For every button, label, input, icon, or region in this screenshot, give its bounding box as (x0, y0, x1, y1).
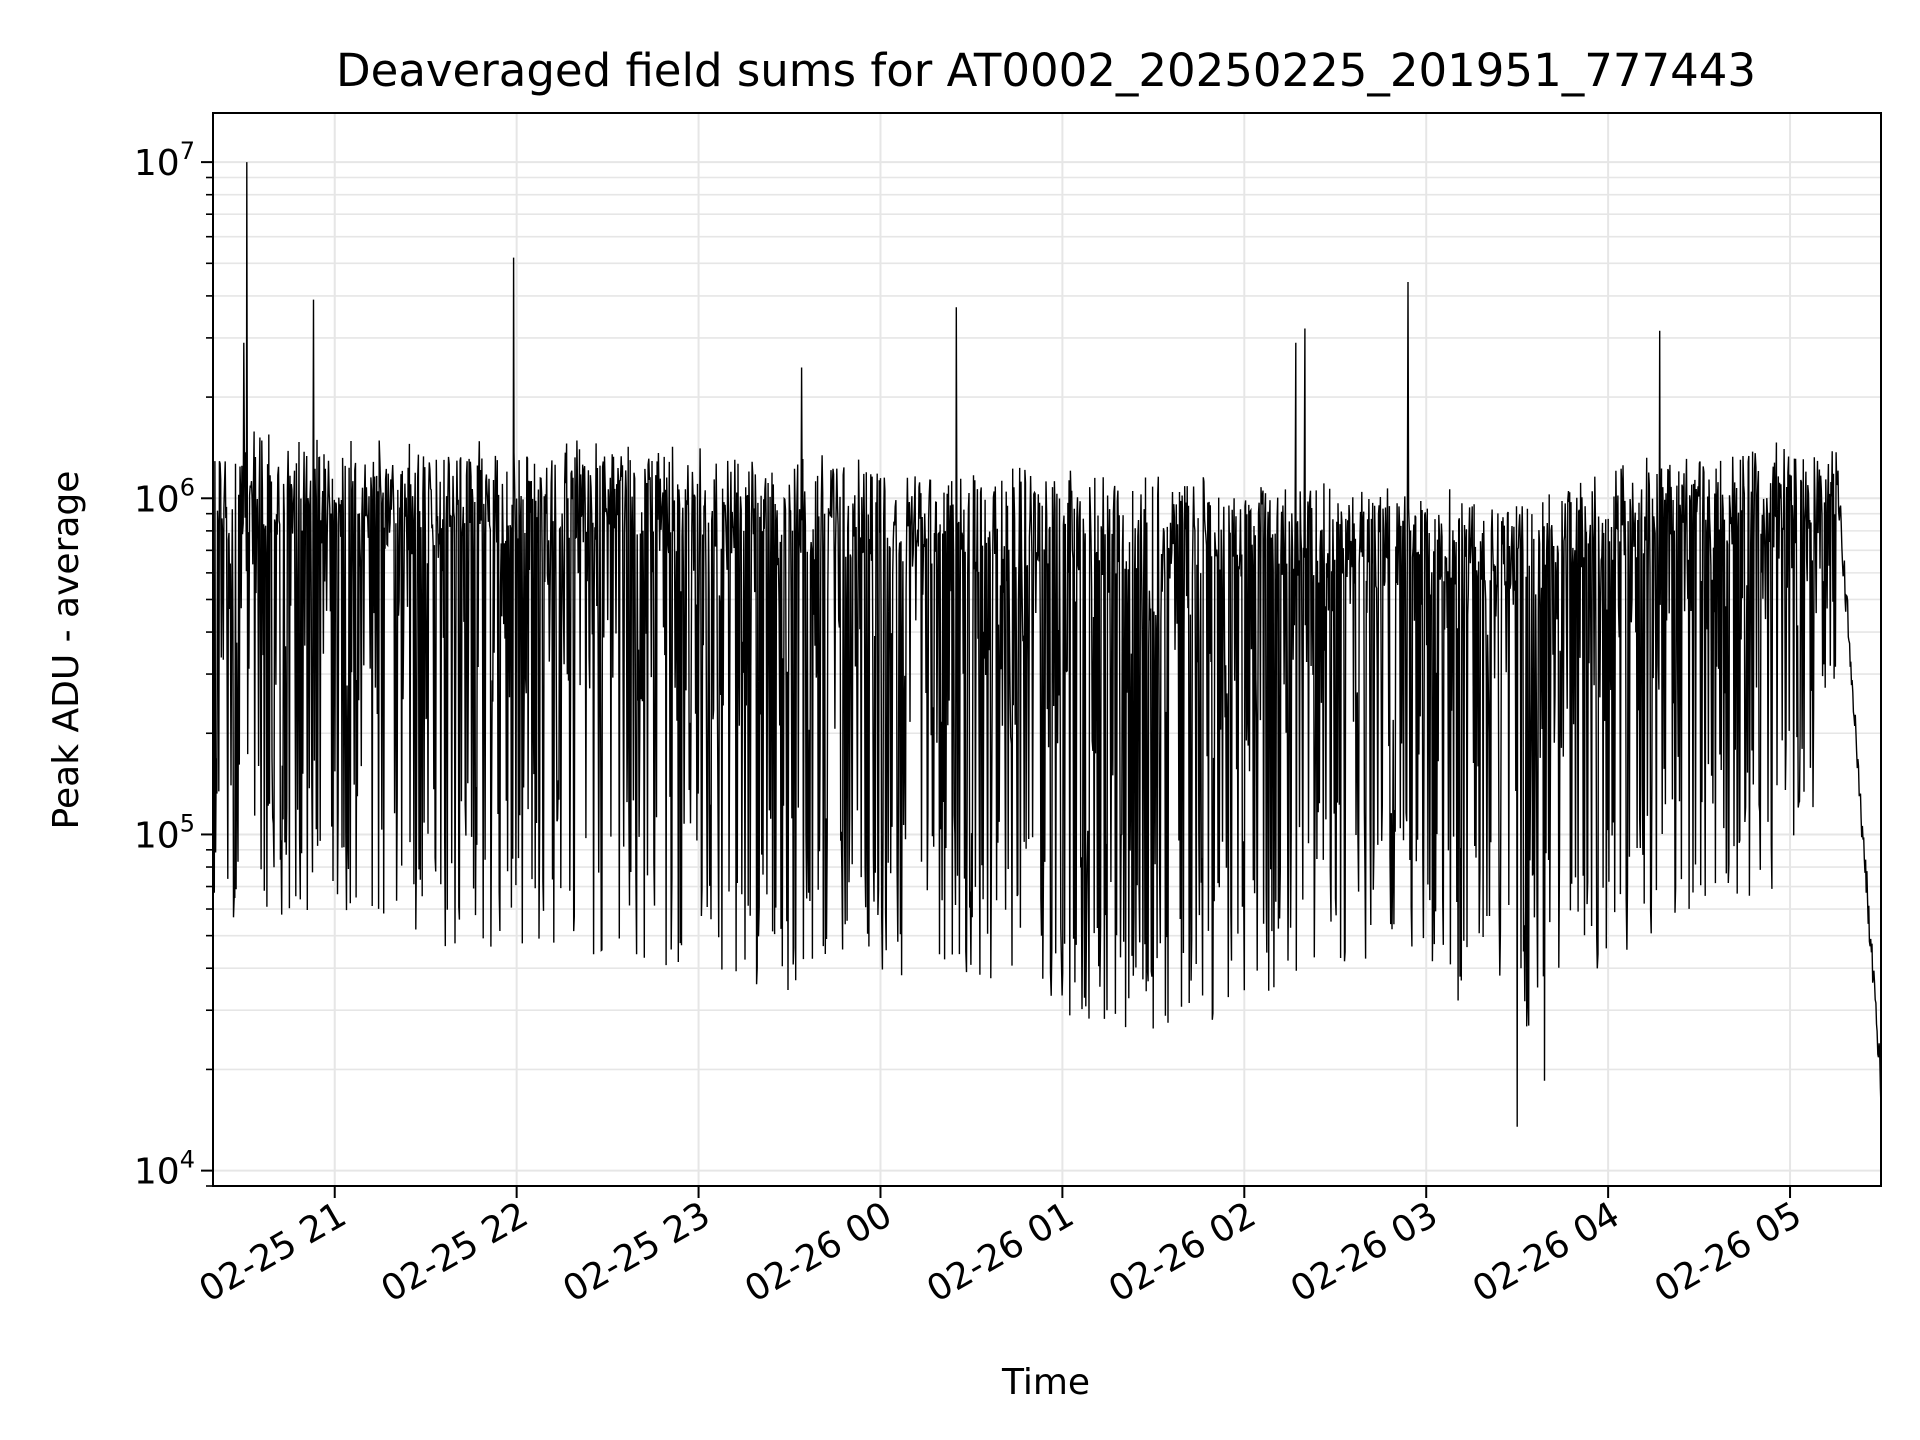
y-axis-label: Peak ADU - average (46, 471, 87, 830)
x-tick-label: 02-25 21 (193, 1194, 354, 1310)
x-tick-label: 02-26 01 (920, 1194, 1081, 1310)
x-tick-label: 02-25 23 (556, 1194, 717, 1310)
x-tick-label: 02-26 02 (1102, 1194, 1263, 1310)
y-tick-label: 106 (134, 473, 195, 520)
x-tick-label: 02-26 04 (1466, 1194, 1627, 1310)
x-axis-label: Time (1001, 1362, 1090, 1403)
chart-title: Deaveraged field sums for AT0002_2025022… (336, 44, 1756, 97)
x-tick-label: 02-25 22 (374, 1194, 535, 1310)
plot-area (212, 162, 1882, 1127)
x-axis: 02-25 21 02-25 22 02-25 23 02-26 00 02-26 01… (193, 1186, 1809, 1311)
y-tick-label: 107 (134, 137, 195, 184)
x-tick-label: 02-26 05 (1648, 1194, 1809, 1310)
x-tick-label: 02-26 00 (738, 1194, 899, 1310)
x-tick-label: 02-26 03 (1284, 1194, 1445, 1310)
y-tick-label: 104 (134, 1146, 195, 1193)
y-tick-label: 105 (134, 809, 195, 856)
series-line (212, 162, 1882, 1127)
y-axis: 104 105 106 107 (134, 137, 213, 1193)
plot-frame (212, 112, 1882, 1187)
